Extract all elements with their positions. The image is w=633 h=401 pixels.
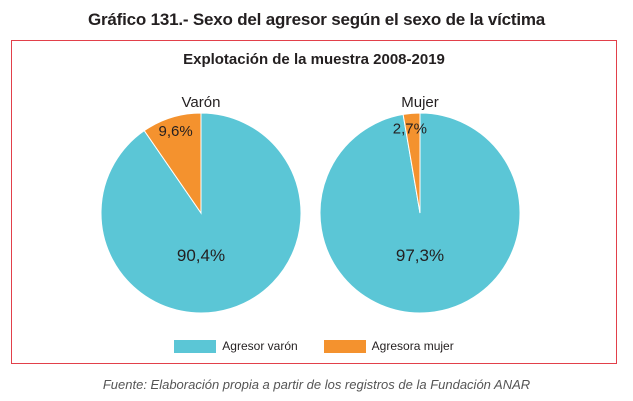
pie-name-mujer: Mujer (401, 94, 439, 111)
slice-mujer-agresora-mujer (402, 112, 421, 214)
chart-title: Explotación de la muestra 2008-2019 (183, 51, 445, 68)
legend-swatch-varon (174, 339, 217, 353)
pie-var-n: Varón 90,4% 9,6% (100, 94, 302, 314)
legend-label-mujer: Agresora mujer (371, 339, 454, 353)
pie-name-var-n: Varón (182, 94, 221, 111)
pie-charts: Varón 90,4% 9,6% Mujer 97,3% 2,7% (100, 94, 521, 314)
legend: Agresor varón Agresora mujer (12, 339, 616, 353)
legend-item-mujer: Agresora mujer (323, 339, 454, 353)
source-note: Fuente: Elaboración propia a partir de l… (102, 377, 531, 392)
data-label-var-n-agresor-varon: 90,4% (177, 246, 225, 265)
legend-item-varon: Agresor varón (174, 339, 298, 353)
pie-mujer: Mujer 97,3% 2,7% (319, 94, 521, 314)
figure-title: Gráfico 131.- Sexo del agresor según el … (87, 10, 546, 29)
legend-label-varon: Agresor varón (222, 339, 298, 353)
slice-var-n-agresora-mujer (143, 112, 202, 215)
data-label-mujer-agresora-mujer: 2,7% (393, 120, 427, 137)
chart-frame: Explotación de la muestra 2008-2019 Varó… (11, 40, 617, 364)
data-label-var-n-agresora-mujer: 9,6% (158, 123, 192, 140)
legend-swatch-mujer (323, 339, 366, 353)
data-label-mujer-agresor-varon: 97,3% (396, 246, 444, 265)
